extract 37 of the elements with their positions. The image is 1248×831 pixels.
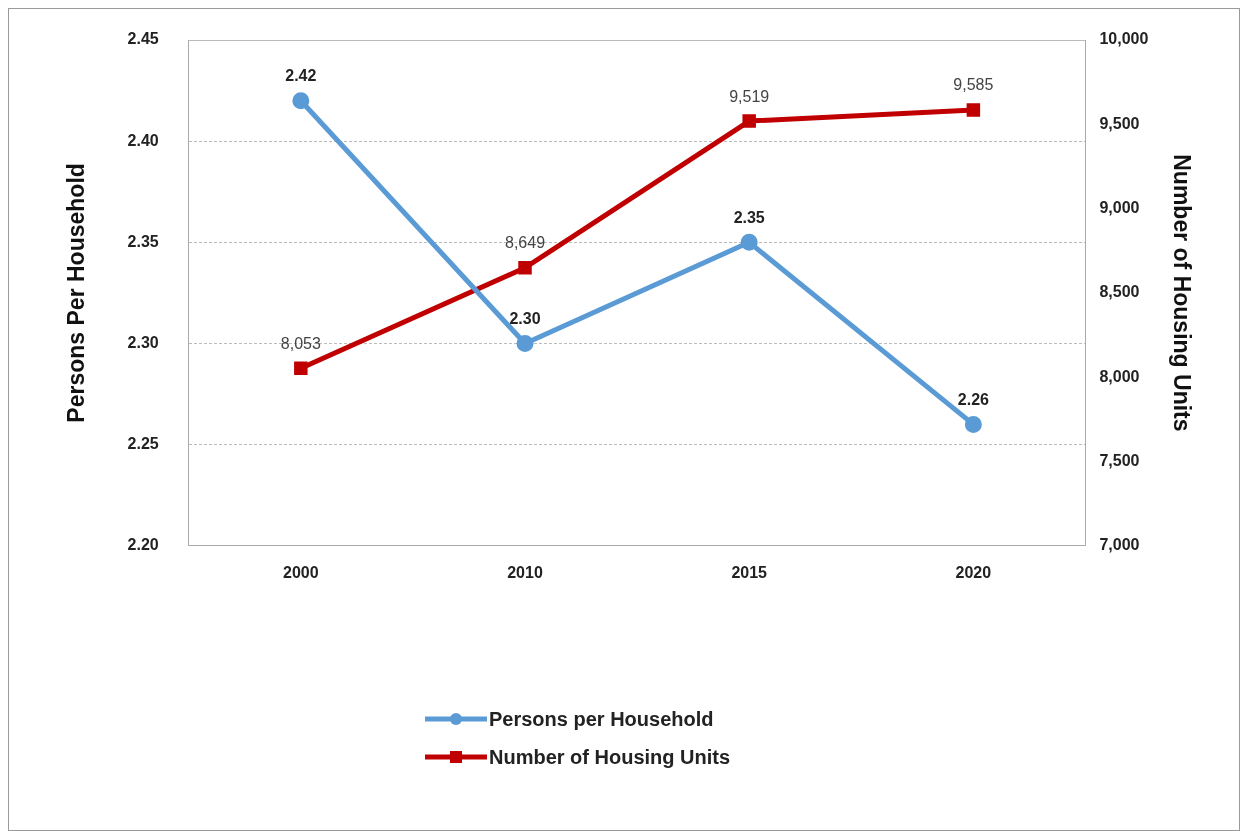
data-label: 2.42 [285, 67, 317, 85]
data-label: 9,519 [729, 87, 770, 105]
y2-tick-label: 8,000 [1099, 367, 1140, 385]
y-tick-label: 2.25 [127, 435, 159, 453]
x-tick-label: 2020 [955, 563, 992, 581]
point [516, 334, 534, 352]
legend-label: Number of Housing Units [489, 745, 731, 769]
y2-tick-label: 8,500 [1099, 283, 1140, 301]
y-tick-label: 2.20 [127, 536, 159, 554]
point [518, 261, 532, 275]
x-tick-label: 2000 [283, 563, 319, 581]
y-tick-label: 2.35 [127, 232, 159, 250]
point [294, 361, 308, 376]
point [292, 92, 310, 110]
data-label: 2.35 [733, 208, 765, 226]
point [740, 233, 758, 251]
y2-tick-label: 10,000 [1099, 30, 1149, 48]
point [966, 103, 981, 117]
data-label: 2.26 [957, 390, 990, 408]
legend-label: Persons per Household [489, 707, 714, 731]
data-label: 9,585 [953, 76, 994, 94]
y-tick-label: 2.30 [127, 333, 159, 351]
data-label: 8,649 [504, 234, 546, 252]
point [742, 114, 756, 128]
y2-tick-label: 9,500 [1099, 114, 1140, 132]
y-axis-title: Persons Per Household [63, 163, 90, 423]
y2-tick-label: 7,000 [1099, 536, 1140, 554]
x-tick-label: 2015 [731, 563, 768, 581]
y-tick-label: 2.45 [127, 30, 159, 48]
y2-tick-label: 9,000 [1099, 199, 1140, 217]
y2-axis-title: Number of Housing Units [1168, 154, 1195, 432]
point [964, 415, 982, 433]
y-tick-label: 2.40 [127, 131, 159, 149]
x-tick-label: 2010 [507, 563, 543, 581]
y2-tick-label: 7,500 [1099, 451, 1140, 469]
data-label: 8,053 [280, 334, 321, 352]
data-label: 2.30 [509, 309, 541, 327]
